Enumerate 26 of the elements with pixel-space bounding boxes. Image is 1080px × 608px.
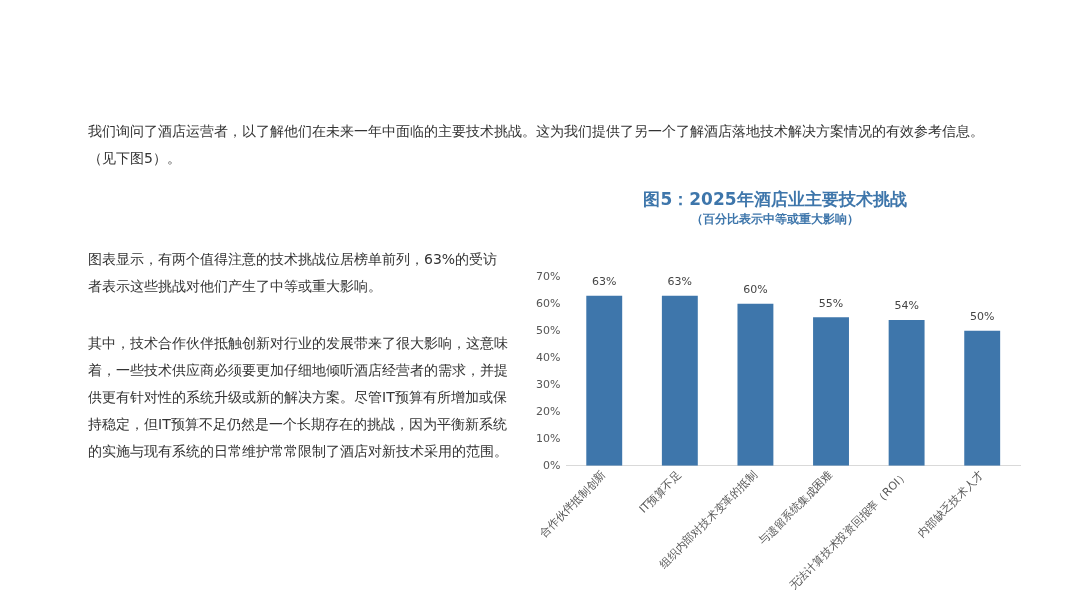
y-tick-label: 10% <box>536 431 561 445</box>
bar <box>813 317 849 466</box>
text: 其中，技术合作伙伴抵触创新对行业的发展带来了很大影响，这意味着，一些技术供应商必须要更加仔细地倾听酒店经营者的需求，并提供更有针对性的系统升级或新的解决方案。尽管IT预算有所增加或保持稳定，但IT预算不足仍然是一个长期存在的挑战，因为平衡新系统的实施与现有系统的日常维护常常限制了酒店对新技术采用的范围。 <box>88 334 508 461</box>
chart-title: 图5：2025年酒店业主要技术挑战 <box>643 188 907 209</box>
bar <box>888 319 925 466</box>
data-label: 60% <box>743 283 768 297</box>
bar <box>964 330 1001 466</box>
y-tick-label: 60% <box>536 296 561 310</box>
data-label: 63% <box>667 275 693 289</box>
data-label: 54% <box>894 299 919 313</box>
y-tick-label: 40% <box>536 350 561 364</box>
bar <box>737 303 774 466</box>
y-tick-label: 30% <box>536 377 561 391</box>
data-label: 50% <box>969 310 995 324</box>
chart-subtitle: （百分比表示中等或重大影响） <box>691 211 859 226</box>
text: 图表显示，有两个值得注意的技术挑战位居榜单前列，63%的受访者表示这些挑战对他们产生了中等或重大影响。 <box>88 250 499 296</box>
y-tick-label: 20% <box>536 404 561 418</box>
y-tick-label: 50% <box>536 323 561 337</box>
x-tick-label: 内部缺乏技术人才 <box>914 468 987 540</box>
bar <box>586 295 623 466</box>
data-label: 63% <box>592 275 617 289</box>
text: 我们询问了酒店运营者，以了解他们在未来一年中面临的主要技术挑战。这为我们提供了另一个了解酒店落地技术解决方案情况的有效参考信息。（见下图5）。 <box>88 122 985 168</box>
bar <box>661 295 698 466</box>
x-tick-label: IT预算不足 <box>636 468 684 516</box>
data-label: 55% <box>818 296 844 310</box>
y-tick-label: 70% <box>536 269 561 283</box>
